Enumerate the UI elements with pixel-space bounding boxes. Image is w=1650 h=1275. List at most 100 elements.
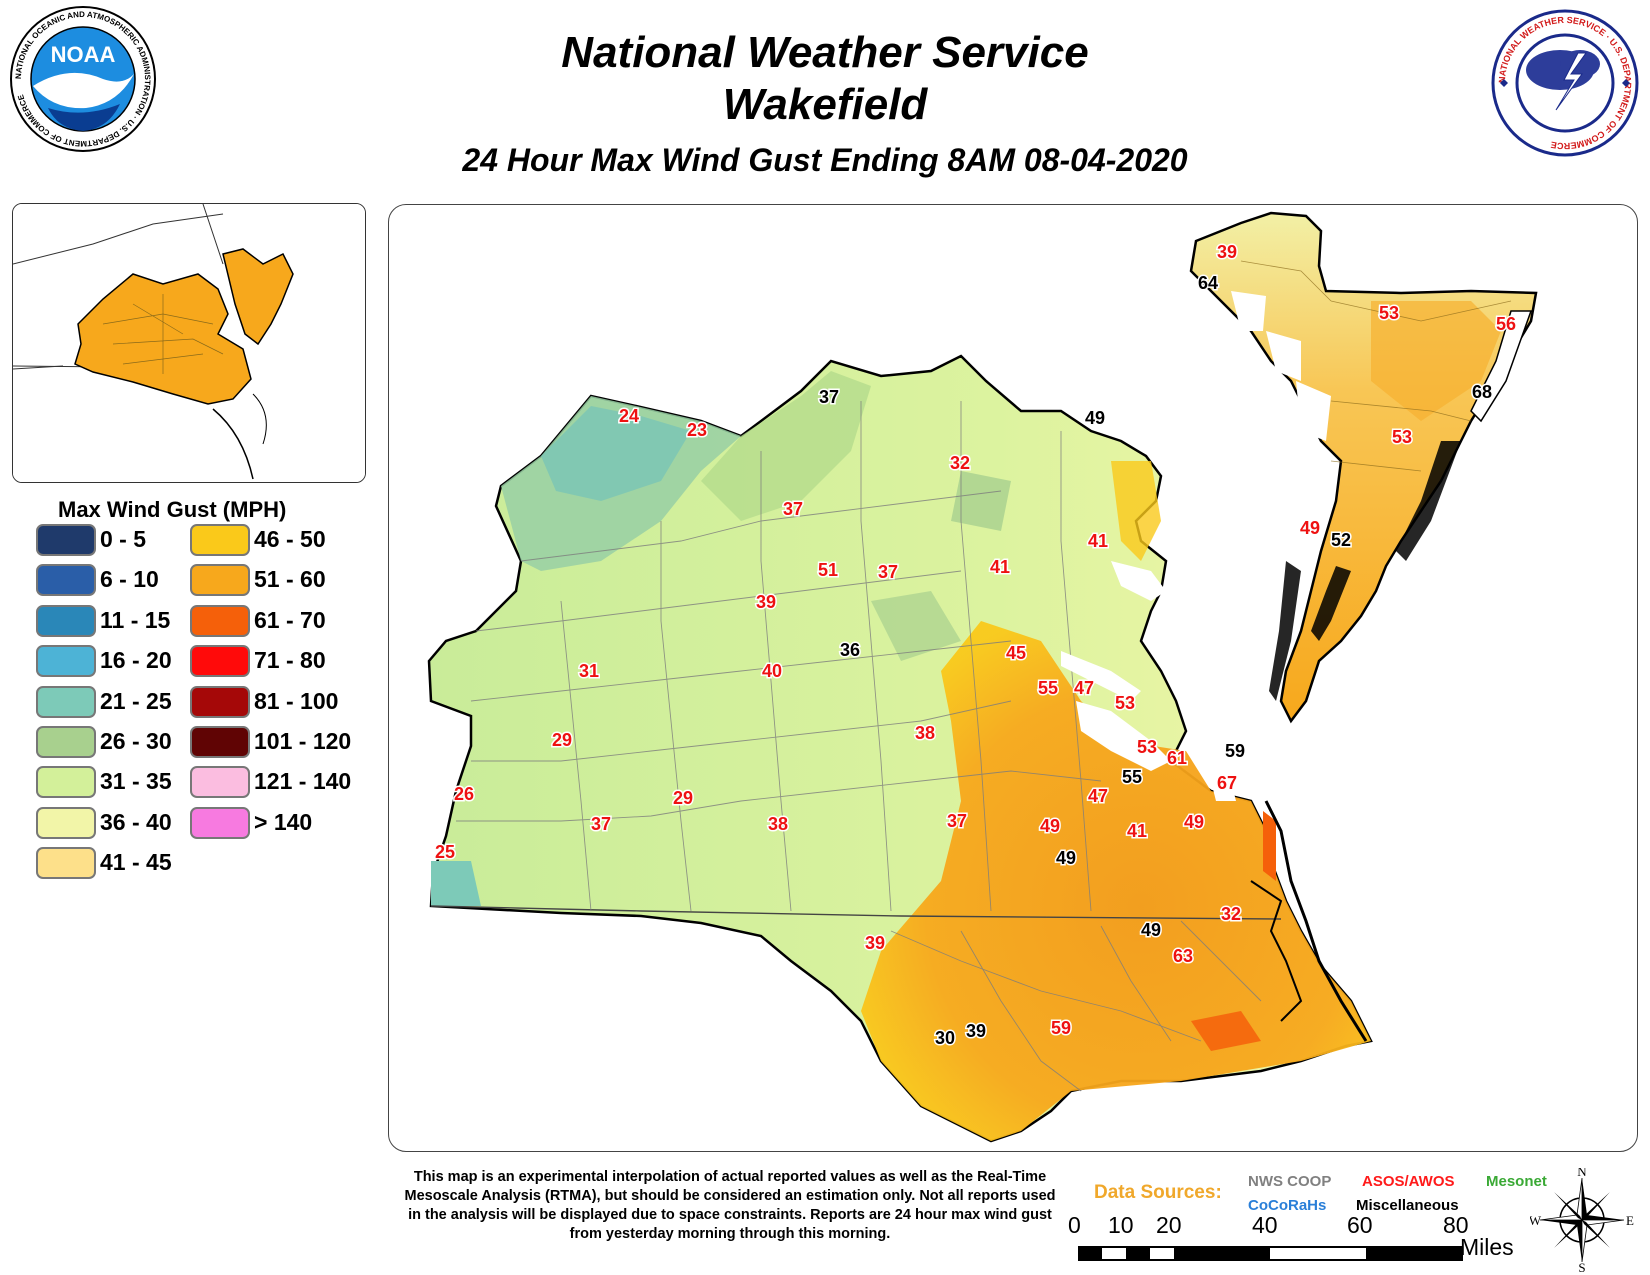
scale-tick-10: 10 [1108,1212,1134,1238]
scale-tick-80: 80 [1443,1212,1469,1238]
station-gust-label: 29 [673,788,693,808]
station-gust-label: 39 [756,592,776,612]
map-title: National Weather Service [561,28,1089,77]
data-sources-label: Data Sources: [1094,1182,1222,1203]
nws-logo: NATIONAL WEATHER SERVICE · U.S. DEPARTME… [1491,9,1639,157]
legend-label: 51 - 60 [254,566,326,593]
legend-swatch [190,645,250,678]
legend-label: 36 - 40 [100,808,172,835]
legend-label: 46 - 50 [254,526,326,552]
station-gust-label: 52 [1331,530,1351,550]
station-gust-label: 41 [990,557,1010,577]
legend-swatch [36,726,96,758]
legend-swatch [36,806,96,839]
station-gust-label: 49 [1085,408,1105,428]
inset-locator-map [12,203,366,483]
station-gust-label: 39 [1217,242,1237,262]
source-asos-awos: ASOS/AWOS [1362,1173,1455,1190]
station-gust-label: 53 [1115,693,1135,713]
source-cocorahs: CoCoRaHs [1248,1197,1327,1214]
station-gust-label: 49 [1056,848,1076,868]
station-gust-label: 25 [435,842,455,862]
station-gust-label: 39 [966,1021,986,1041]
station-gust-label: 31 [579,661,599,681]
svg-text:S: S [1578,1260,1585,1272]
station-gust-label: 37 [783,499,803,519]
station-gust-label: 61 [1167,748,1187,768]
legend-label: 101 - 120 [254,728,352,754]
legend-swatch [190,564,250,597]
legend-swatch [190,766,250,799]
station-gust-label: 38 [915,723,935,743]
disclaimer-note: This map is an experimental interpolatio… [404,1169,1056,1242]
legend-label: 6 - 10 [100,566,159,593]
station-gust-label: 56 [1496,314,1516,334]
source-mesonet: Mesonet [1486,1173,1547,1190]
svg-text:N: N [1577,1168,1587,1179]
station-gust-label: 63 [1173,946,1193,966]
legend-swatch [36,564,96,597]
station-gust-label: 53 [1137,737,1157,757]
legend-label: 16 - 20 [100,647,172,674]
station-gust-label: 55 [1122,767,1142,787]
station-gust-label: 30 [935,1028,955,1048]
legend-swatch [190,604,250,637]
scale-unit: Miles [1460,1234,1514,1260]
station-gust-label: 32 [1221,904,1241,924]
legend-label: 71 - 80 [254,647,326,674]
main-map: 39 64 53 56 68 53 49 52 24 23 37 49 32 37 41 51 37 41 39 36… [388,204,1638,1152]
legend-swatch [36,524,96,556]
station-gust-label: 49 [1040,816,1060,836]
station-gust-label: 47 [1088,786,1108,806]
station-gust-label: 45 [1006,643,1026,663]
source-nws-coop: NWS COOP [1248,1173,1332,1190]
station-gust-label: 41 [1127,821,1147,841]
legend-swatch [190,806,250,839]
source-miscellaneous: Miscellaneous [1356,1197,1459,1214]
station-gust-label: 40 [762,661,782,681]
station-gust-label: 49 [1184,812,1204,832]
svg-text:E: E [1626,1213,1634,1228]
legend-swatch [36,645,96,678]
legend-label: 61 - 70 [254,606,326,633]
station-gust-label: 59 [1225,741,1245,761]
legend-label: 41 - 45 [100,849,172,876]
station-gust-label: 53 [1392,427,1412,447]
station-gust-label: 64 [1198,273,1218,293]
station-gust-label: 37 [947,811,967,831]
station-gust-label: 37 [591,814,611,834]
scale-tick-60: 60 [1347,1212,1373,1238]
svg-text:W: W [1530,1213,1542,1228]
station-labels: 39 64 53 56 68 53 49 52 24 23 37 49 32 37 41 51 37 41 39 36… [433,240,1517,1049]
legend-title: Max Wind Gust (MPH) [58,497,287,522]
office-name: Wakefield [722,80,928,129]
station-gust-label: 36 [840,640,860,660]
legend-swatch [36,604,96,637]
legend-swatch [36,766,96,799]
station-gust-label: 37 [819,387,839,407]
legend-label: 21 - 25 [100,687,172,714]
station-gust-label: 41 [1088,531,1108,551]
compass-rose-icon: N S E W [1530,1168,1634,1272]
station-gust-label: 37 [878,562,898,582]
legend-label: 26 - 30 [100,728,172,754]
scale-tick-20: 20 [1156,1212,1182,1238]
legend-label: 0 - 5 [100,526,147,552]
station-gust-label: 49 [1300,518,1320,538]
station-gust-label: 32 [950,453,970,473]
legend-swatch [36,685,96,718]
legend-swatch [190,524,250,556]
station-gust-label: 24 [619,406,639,426]
station-gust-label: 68 [1472,382,1492,402]
legend-swatch [190,685,250,718]
station-gust-label: 67 [1217,773,1237,793]
legend-label: 11 - 15 [100,606,171,633]
delmarva-region [1189,211,1538,724]
map-subtitle: 24 Hour Max Wind Gust Ending 8AM 08-04-2… [462,142,1188,178]
svg-text:NOAA: NOAA [51,42,116,67]
scale-bar [1078,1246,1463,1261]
station-gust-label: 59 [1051,1018,1071,1038]
station-gust-label: 38 [768,814,788,834]
legend-label: 31 - 35 [100,768,172,795]
station-gust-label: 55 [1038,678,1058,698]
